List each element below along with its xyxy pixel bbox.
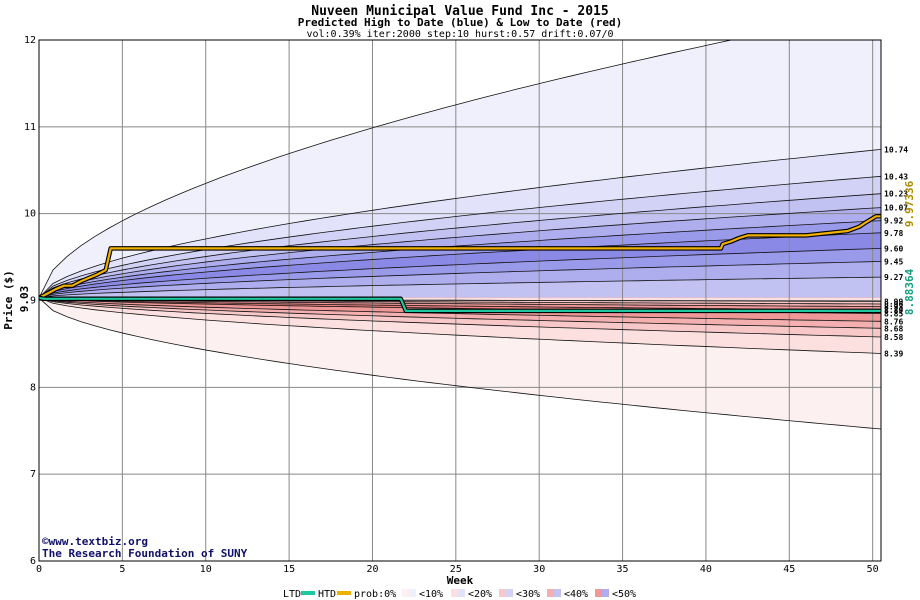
legend-swatch-low bbox=[402, 589, 409, 597]
legend-htd-swatch bbox=[337, 591, 351, 595]
quantile-line bbox=[39, 193, 881, 299]
legend-swatch-30 bbox=[547, 589, 561, 597]
quantile-line bbox=[39, 220, 881, 299]
quantile-end-label: 8.85 bbox=[884, 310, 903, 319]
legend-b20-label: <20% bbox=[468, 589, 492, 600]
quantile-line bbox=[39, 297, 881, 354]
legend-ltd-swatch bbox=[301, 591, 315, 595]
quantile-end-labels: 10.74 10.43 10.23 10.07 9.92 9.78 9.60 9.45 9.27… bbox=[884, 145, 908, 358]
quantile-end-label: 10.07 bbox=[884, 204, 908, 213]
quantile-end-label: 8.93 bbox=[884, 303, 903, 312]
legend-swatch-low bbox=[595, 589, 602, 597]
y-tick-label: 6 bbox=[30, 556, 36, 567]
quantile-line bbox=[39, 261, 881, 299]
series-lines bbox=[39, 214, 881, 314]
quantile-line bbox=[39, 248, 881, 299]
credit-organization: The Research Foundation of SUNY bbox=[42, 547, 248, 560]
quantile-end-label: 10.74 bbox=[884, 145, 908, 154]
legend-swatch-low bbox=[547, 589, 554, 597]
x-tick-label: 20 bbox=[366, 564, 378, 575]
chart-params: vol:0.39% iter:2000 step:10 hurst:0.57 d… bbox=[306, 29, 613, 40]
quantile-line bbox=[39, 149, 881, 299]
ltd-line bbox=[39, 296, 881, 312]
legend-prob-label: prob:0% bbox=[354, 589, 396, 600]
credit-website[interactable]: ©www.textbiz.org bbox=[42, 535, 148, 548]
legend-b40-label: <40% bbox=[564, 589, 588, 600]
x-tick-label: 10 bbox=[200, 564, 212, 575]
quantile-end-label: 10.23 bbox=[884, 190, 908, 199]
legend-swatch-high bbox=[506, 589, 513, 597]
quantile-end-label: 10.43 bbox=[884, 172, 908, 181]
quantile-end-label: 9.27 bbox=[884, 273, 903, 282]
legend-swatch-20 bbox=[499, 589, 513, 597]
chart-title: Nuveen Municipal Value Fund Inc - 2015 bbox=[311, 4, 608, 19]
y-tick-label: 9 bbox=[30, 296, 36, 307]
legend: LTD HTD prob:0% <10% <20% <30% <40% <50% bbox=[283, 589, 636, 600]
legend-swatch-low bbox=[451, 589, 458, 597]
quantile-end-label: 8.76 bbox=[884, 317, 903, 326]
quantile-end-label: 9.92 bbox=[884, 217, 903, 226]
htd-line bbox=[39, 215, 881, 299]
x-axis-label: Week bbox=[447, 574, 474, 587]
plot-frame bbox=[38, 39, 882, 562]
chart-subtitle: Predicted High to Date (blue) & Low to D… bbox=[298, 16, 623, 29]
legend-b30-label: <30% bbox=[516, 589, 540, 600]
legend-b10-label: <10% bbox=[419, 589, 443, 600]
x-tick-label: 25 bbox=[450, 564, 462, 575]
quantile-line bbox=[39, 175, 881, 299]
quantile-end-label: 8.99 bbox=[884, 297, 903, 306]
x-tick-label: 30 bbox=[533, 564, 545, 575]
quantile-end-label: 9.78 bbox=[884, 229, 903, 238]
quantile-line bbox=[39, 207, 881, 299]
ltd-end-value: 8.88364 bbox=[903, 268, 916, 315]
legend-swatch-high bbox=[409, 589, 416, 597]
quantile-line bbox=[39, 40, 734, 299]
x-tick-label: 0 bbox=[36, 564, 42, 575]
htd-end-value: 9.97336 bbox=[903, 180, 916, 227]
legend-swatch-high bbox=[554, 589, 561, 597]
y-tick-label: 8 bbox=[30, 382, 36, 393]
x-tick-label: 35 bbox=[617, 564, 629, 575]
quantile-line bbox=[39, 276, 881, 299]
quantile-end-label: 8.68 bbox=[884, 324, 903, 333]
x-axis-ticks: 0 5 10 15 20 25 30 35 40 45 50 bbox=[36, 564, 879, 575]
quantile-line bbox=[39, 297, 881, 430]
quantile-end-label: 9.45 bbox=[884, 257, 903, 266]
legend-htd-label: HTD bbox=[318, 589, 336, 600]
quantile-end-label: 8.89 bbox=[884, 306, 903, 315]
quantile-line bbox=[39, 297, 881, 322]
x-tick-label: 45 bbox=[783, 564, 795, 575]
quantile-end-label: 8.96 bbox=[884, 300, 903, 309]
legend-swatch-low bbox=[499, 589, 506, 597]
quantile-end-label: 9.60 bbox=[884, 244, 903, 253]
start-price-label: 9.03 bbox=[18, 286, 31, 313]
y-tick-label: 11 bbox=[24, 122, 36, 133]
x-tick-label: 15 bbox=[283, 564, 295, 575]
legend-swatch-high bbox=[458, 589, 465, 597]
quantile-end-label: 8.39 bbox=[884, 349, 903, 358]
y-axis-ticks: 6 7 8 9 10 11 12 bbox=[24, 35, 36, 567]
quantile-line bbox=[39, 297, 881, 329]
legend-swatch-10 bbox=[451, 589, 465, 597]
x-tick-label: 40 bbox=[700, 564, 712, 575]
quantile-line bbox=[39, 297, 881, 338]
legend-b50-label: <50% bbox=[612, 589, 636, 600]
legend-swatch-40 bbox=[595, 589, 609, 597]
quantile-end-label: 8.58 bbox=[884, 333, 903, 342]
y-tick-label: 7 bbox=[30, 469, 36, 480]
legend-swatch-high bbox=[602, 589, 609, 597]
y-tick-label: 12 bbox=[24, 35, 36, 46]
high-band-9 bbox=[39, 277, 881, 298]
y-axis-label: Price ($) bbox=[2, 270, 15, 330]
legend-ltd-label: LTD bbox=[283, 589, 301, 600]
x-tick-label: 5 bbox=[119, 564, 125, 575]
x-tick-label: 50 bbox=[867, 564, 879, 575]
y-tick-label: 10 bbox=[24, 209, 36, 220]
legend-swatch-0 bbox=[402, 589, 416, 597]
